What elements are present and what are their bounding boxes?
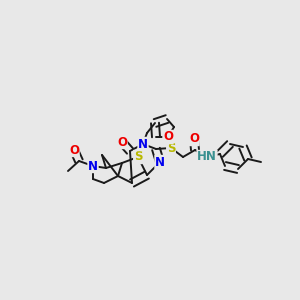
Text: N: N [88,160,98,172]
Text: S: S [134,151,142,164]
Text: O: O [189,133,199,146]
Text: O: O [69,143,79,157]
Text: HN: HN [197,151,217,164]
Text: N: N [138,137,148,151]
Text: O: O [163,130,173,143]
Text: S: S [167,142,175,154]
Text: O: O [117,136,127,148]
Text: N: N [155,155,165,169]
